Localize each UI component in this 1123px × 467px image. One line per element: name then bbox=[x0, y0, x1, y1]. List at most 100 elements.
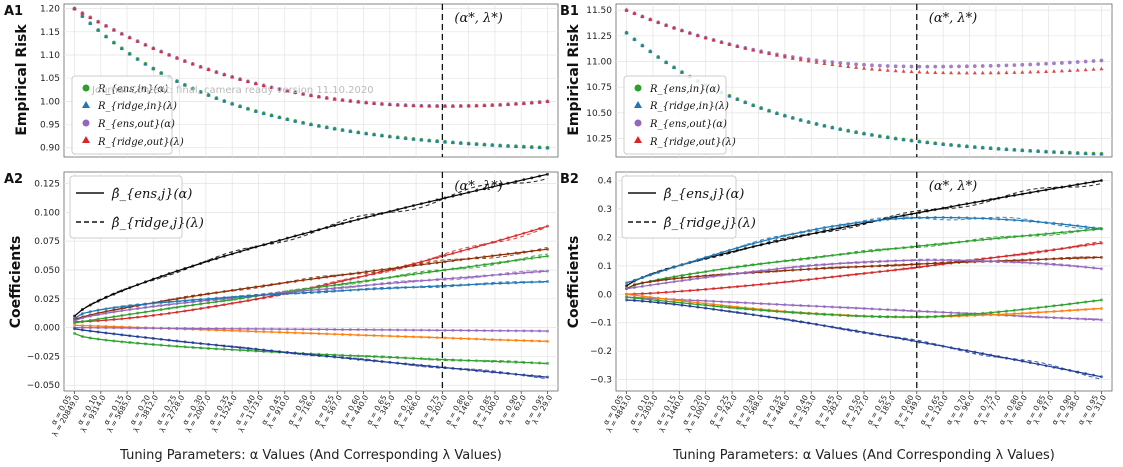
data-point bbox=[403, 103, 408, 107]
data-point bbox=[1044, 149, 1049, 154]
legend-ridge-label-b2: β̂_{ridge,j}(λ) bbox=[663, 216, 756, 231]
y-tick-label: 0.100 bbox=[34, 208, 60, 218]
data-point bbox=[167, 52, 172, 57]
data-point bbox=[727, 42, 732, 46]
data-point bbox=[443, 139, 448, 144]
data-point bbox=[1091, 151, 1096, 156]
data-point bbox=[316, 123, 321, 128]
data-point bbox=[1067, 68, 1072, 73]
data-point bbox=[893, 68, 898, 73]
data-point bbox=[814, 60, 819, 64]
data-point bbox=[1075, 151, 1080, 155]
series-line-ridge bbox=[626, 226, 1102, 290]
data-point bbox=[111, 27, 116, 32]
y-tick-label: 1.20 bbox=[40, 5, 60, 15]
data-point bbox=[624, 8, 629, 12]
data-point bbox=[656, 20, 661, 24]
data-point bbox=[135, 39, 140, 43]
series-line-ridge bbox=[626, 183, 1102, 287]
data-point bbox=[1099, 298, 1103, 302]
data-point bbox=[269, 85, 274, 89]
legend-box-b1 bbox=[623, 75, 727, 155]
data-point bbox=[498, 102, 503, 107]
data-point bbox=[1099, 375, 1103, 379]
legend-marker-ridge-out bbox=[82, 136, 90, 143]
data-point bbox=[806, 58, 811, 63]
panel-label-a1: A1 bbox=[4, 4, 23, 19]
data-point bbox=[1083, 67, 1088, 72]
data-point bbox=[695, 33, 700, 37]
data-point bbox=[403, 136, 408, 140]
data-point bbox=[1099, 151, 1104, 156]
data-point bbox=[964, 70, 969, 75]
data-point bbox=[427, 138, 432, 143]
legend-ens-label-a2: β̂_{ens,j}(α) bbox=[111, 187, 192, 202]
data-point bbox=[774, 111, 779, 115]
data-point bbox=[316, 94, 321, 99]
panel-b2: B2 −0.3 −0.2 −0.1 0.0 0.1 0.2 0.3 0.4 Coefficie… bbox=[560, 171, 1113, 434]
data-point bbox=[309, 93, 313, 97]
data-point bbox=[743, 100, 748, 104]
data-point bbox=[513, 144, 518, 148]
data-point bbox=[625, 292, 629, 296]
series-line-ridge bbox=[626, 256, 1102, 290]
data-point bbox=[672, 25, 677, 30]
data-point bbox=[735, 97, 740, 101]
data-point bbox=[632, 37, 637, 41]
data-point bbox=[846, 61, 851, 66]
data-point bbox=[427, 103, 432, 108]
data-point bbox=[980, 64, 985, 68]
data-point bbox=[1036, 62, 1041, 67]
panel-label-b2: B2 bbox=[560, 172, 579, 187]
y-tick-label: −0.050 bbox=[27, 381, 61, 391]
data-point bbox=[790, 56, 795, 60]
data-point bbox=[988, 63, 993, 68]
data-point bbox=[925, 140, 930, 145]
data-point bbox=[419, 103, 424, 108]
data-point bbox=[521, 144, 526, 149]
data-point bbox=[238, 77, 243, 81]
series-line-ens bbox=[74, 173, 548, 317]
optimum-label-b1: (α*, λ*) bbox=[929, 11, 977, 26]
data-point bbox=[151, 46, 156, 50]
y-ticks-a2: −0.050 −0.025 0.000 0.025 0.050 0.075 0.100 0.1… bbox=[27, 180, 61, 392]
legend-ens-out-label-b1: R_{ens,out}(α) bbox=[649, 119, 727, 130]
data-point bbox=[253, 81, 258, 86]
x-ticks-a2: α = 0.05λ = 20849.0α = 0.10λ = 9314.0α =… bbox=[49, 391, 554, 438]
legend-ridge-in-label-b1: R_{ridge,in}(λ) bbox=[649, 101, 729, 112]
data-point bbox=[901, 137, 906, 142]
data-point bbox=[1012, 147, 1017, 152]
series-line-ridge bbox=[626, 258, 1102, 290]
data-point bbox=[521, 101, 526, 105]
y-tick-label: 0.4 bbox=[598, 177, 613, 187]
data-point bbox=[941, 142, 946, 146]
data-point bbox=[127, 51, 132, 56]
data-point bbox=[458, 103, 463, 108]
data-point bbox=[703, 35, 708, 40]
y-tick-label: 11.00 bbox=[586, 58, 612, 68]
data-point bbox=[727, 93, 732, 98]
legend-box-a2 bbox=[69, 175, 183, 239]
data-point bbox=[885, 64, 890, 68]
data-point bbox=[174, 79, 179, 83]
data-point bbox=[238, 104, 243, 108]
data-point bbox=[395, 135, 400, 139]
data-point bbox=[1083, 59, 1088, 64]
data-point bbox=[395, 102, 400, 107]
data-point bbox=[830, 62, 835, 67]
data-point bbox=[838, 63, 843, 68]
data-point bbox=[1052, 61, 1056, 66]
data-point bbox=[877, 63, 882, 68]
data-point bbox=[822, 123, 827, 128]
data-point bbox=[332, 126, 337, 131]
series-line-ridge bbox=[626, 216, 1102, 284]
data-point bbox=[972, 144, 977, 149]
y-tick-label: 0.025 bbox=[34, 295, 60, 305]
data-point bbox=[767, 51, 772, 56]
data-point bbox=[909, 64, 914, 69]
legend-ens-label-b2: β̂_{ens,j}(α) bbox=[663, 187, 744, 202]
legend-a1: R_{ens,in}(α) R_{ridge,in}(λ) R_{ens,out… bbox=[71, 75, 184, 155]
data-point bbox=[893, 136, 898, 141]
data-point bbox=[996, 146, 1001, 151]
y-tick-label: 0.0 bbox=[598, 290, 613, 300]
